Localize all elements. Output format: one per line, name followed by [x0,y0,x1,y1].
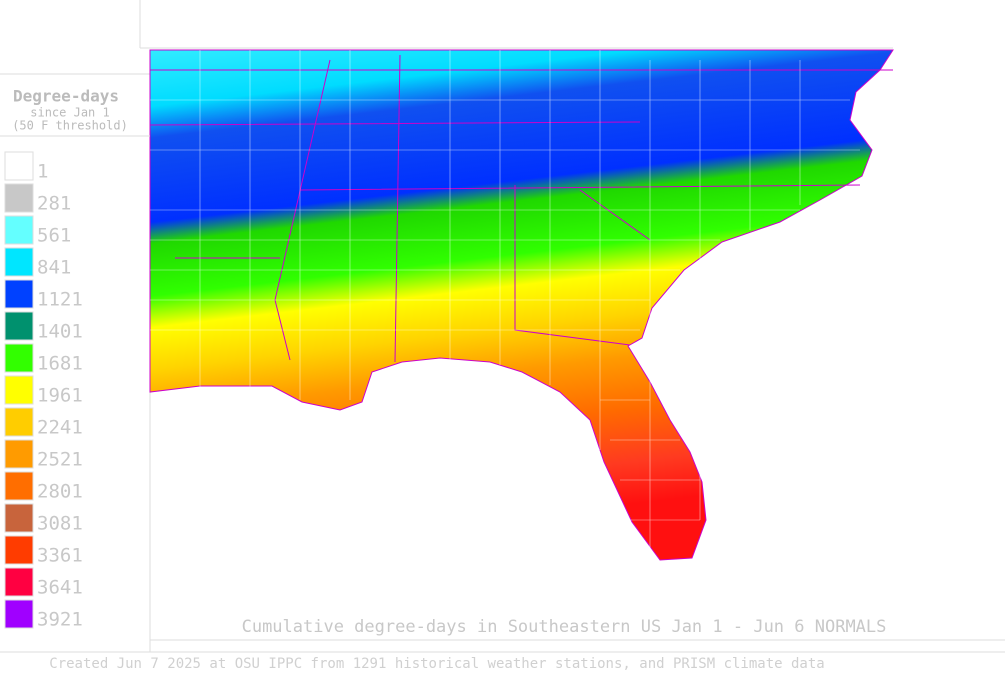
legend-swatch [4,183,34,213]
legend-swatch [4,535,34,565]
legend-label: 3081 [37,513,83,535]
footer: Created Jun 7 2025 at OSU IPPC from 1291… [49,656,824,672]
legend-label: 1401 [37,321,83,343]
legend-swatch [4,439,34,469]
legend-swatch [4,599,34,629]
map [149,49,894,561]
map-caption: Cumulative degree-days in Southeastern U… [242,617,887,637]
legend: Degree-days since Jan 1 (50 F threshold)… [0,87,150,631]
legend-swatch [4,567,34,597]
legend-label: 3361 [37,545,83,567]
legend-label: 3921 [37,609,83,631]
legend-label: 1961 [37,385,83,407]
legend-swatch [4,375,34,405]
legend-label: 841 [37,257,71,279]
legend-swatch [4,343,34,373]
land [149,49,894,561]
legend-swatch [4,247,34,277]
legend-label: 1121 [37,289,83,311]
legend-label: 281 [37,193,71,215]
legend-swatch [4,407,34,437]
legend-swatch [4,503,34,533]
legend-label: 2521 [37,449,83,471]
legend-swatch [4,311,34,341]
legend-label: 2801 [37,481,83,503]
legend-swatch [4,151,34,181]
legend-swatch [4,279,34,309]
legend-subtitle: (50 F threshold) [12,119,128,133]
legend-label: 2241 [37,417,83,439]
legend-label: 3641 [37,577,83,599]
legend-label: 1 [37,161,48,183]
legend-label: 1681 [37,353,83,375]
legend-title: Degree-days [13,87,119,106]
county-lines [150,50,860,550]
legend-swatch [4,215,34,245]
legend-swatch [4,471,34,501]
legend-subtitle: since Jan 1 [30,106,109,120]
legend-label: 561 [37,225,71,247]
